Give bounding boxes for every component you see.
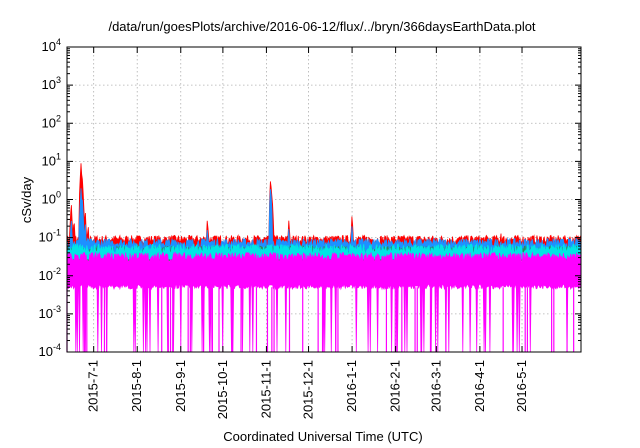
x-tick-label: 2016-5-1 — [514, 360, 529, 412]
y-tick-label: 100 — [42, 190, 61, 207]
x-axis-label: Coordinated Universal Time (UTC) — [223, 429, 422, 444]
y-axis-label: cSv/day — [19, 176, 34, 223]
y-tick-label: 10-2 — [39, 266, 61, 283]
x-tick-label: 2015-9-1 — [173, 360, 188, 412]
x-axis: 2015-7-1 2015-8-1 2015-9-1 2015-10-1 2015-11… — [86, 47, 529, 419]
y-axis: 10-4 10-3 10-2 10-1 100 101 102 103 104 — [39, 37, 581, 359]
x-tick-label: 2016-2-1 — [388, 360, 403, 412]
x-tick-label: 2016-1-1 — [344, 360, 359, 412]
y-tick-label: 10-4 — [39, 342, 61, 359]
x-tick-label: 2015-8-1 — [129, 360, 144, 412]
y-tick-label: 104 — [42, 37, 61, 54]
x-tick-label: 2015-11-1 — [258, 360, 273, 418]
x-tick-label: 2015-10-1 — [215, 360, 230, 419]
y-tick-label: 101 — [42, 151, 61, 168]
x-tick-label: 2015-12-1 — [301, 360, 316, 419]
chart-title: /data/run/goesPlots/archive/2016-06-12/f… — [108, 19, 535, 34]
y-tick-label: 102 — [42, 113, 61, 130]
y-tick-label: 10-3 — [39, 304, 61, 321]
x-tick-label: 2016-3-1 — [428, 360, 443, 412]
x-tick-label: 2016-4-1 — [472, 360, 487, 412]
y-tick-label: 10-1 — [39, 228, 61, 245]
y-tick-label: 103 — [42, 75, 61, 92]
x-tick-label: 2015-7-1 — [86, 360, 101, 412]
